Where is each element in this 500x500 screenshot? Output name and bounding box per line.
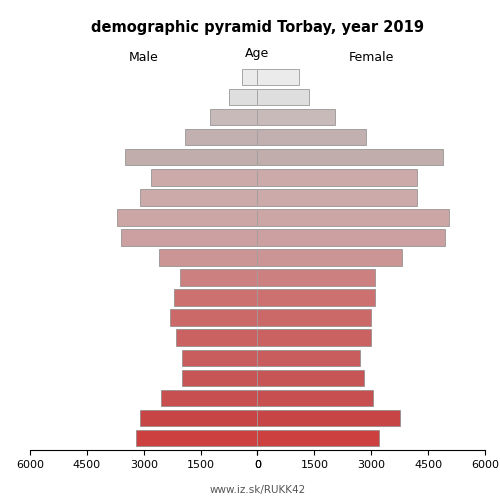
Text: Age: Age: [246, 48, 270, 60]
Bar: [186, 129, 258, 146]
Bar: [140, 410, 258, 426]
Bar: [174, 290, 258, 306]
Bar: [176, 330, 258, 346]
Bar: [161, 390, 258, 406]
Bar: [242, 69, 258, 86]
Text: www.iz.sk/RUKK42: www.iz.sk/RUKK42: [210, 485, 306, 495]
Bar: [258, 370, 364, 386]
Bar: [210, 109, 258, 126]
Bar: [258, 129, 366, 146]
Bar: [258, 149, 444, 166]
Bar: [258, 330, 371, 346]
Bar: [258, 410, 400, 426]
Bar: [258, 310, 371, 326]
Bar: [258, 109, 335, 126]
Bar: [258, 250, 402, 266]
Bar: [152, 169, 258, 186]
Title: Female: Female: [348, 51, 394, 64]
Bar: [125, 149, 258, 166]
Bar: [159, 250, 258, 266]
Bar: [182, 370, 258, 386]
Bar: [136, 430, 258, 446]
Bar: [229, 89, 258, 106]
Bar: [258, 209, 449, 226]
Bar: [258, 290, 375, 306]
Bar: [258, 89, 308, 106]
Bar: [258, 270, 375, 286]
Bar: [117, 209, 258, 226]
Bar: [121, 229, 258, 246]
Bar: [258, 169, 417, 186]
Bar: [258, 229, 445, 246]
Bar: [258, 350, 360, 366]
Bar: [258, 390, 373, 406]
Bar: [140, 189, 258, 206]
Bar: [258, 430, 379, 446]
Title: Male: Male: [129, 51, 158, 64]
Bar: [258, 69, 299, 86]
Bar: [180, 270, 258, 286]
Text: demographic pyramid Torbay, year 2019: demographic pyramid Torbay, year 2019: [91, 20, 424, 35]
Bar: [258, 189, 417, 206]
Bar: [182, 350, 258, 366]
Bar: [170, 310, 258, 326]
